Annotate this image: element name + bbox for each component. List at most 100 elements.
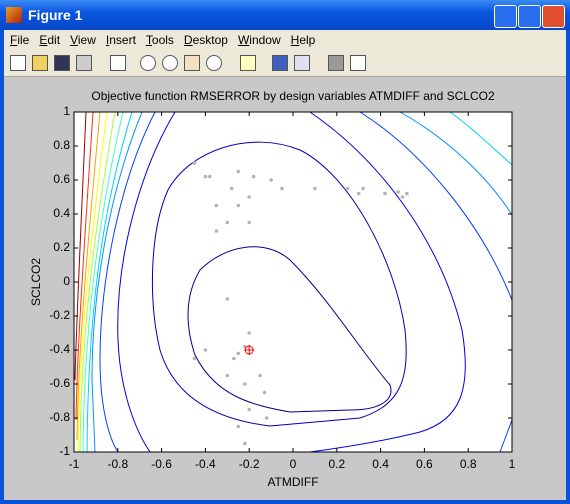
sample-point [243, 344, 247, 349]
x-tick-label: 0.4 [372, 457, 389, 471]
sample-point [262, 390, 267, 395]
sample-point [207, 174, 212, 179]
tool-show[interactable] [350, 55, 366, 71]
contour-line [117, 111, 466, 453]
axes [74, 112, 512, 452]
contour-line [86, 111, 513, 453]
x-tick-label: -0.2 [239, 457, 260, 471]
x-tick-label: -0.6 [151, 457, 172, 471]
sample-point [383, 191, 387, 196]
sample-point [345, 186, 350, 191]
sample-point [247, 195, 251, 199]
sample-point [243, 382, 247, 386]
sample-point [236, 351, 241, 356]
sample-point [225, 297, 230, 301]
contour-line [76, 111, 101, 441]
tool-open[interactable] [32, 55, 48, 71]
sample-point [361, 186, 365, 191]
sample-point [247, 220, 251, 225]
optimum-cross [244, 345, 255, 355]
contour-line [75, 111, 94, 421]
x-tick-label: 0.6 [416, 457, 433, 471]
app-icon [6, 7, 22, 23]
sample-point [313, 186, 317, 191]
y-tick-label: -0.6 [49, 376, 70, 390]
tool-zoom-out[interactable] [162, 55, 178, 71]
x-tick-label: 0.8 [460, 457, 477, 471]
menu-bar: File Edit View Insert Tools Desktop Window Help [4, 30, 566, 50]
window-title: Figure 1 [28, 7, 83, 23]
y-tick-label: 0.4 [53, 206, 70, 220]
sample-point [258, 373, 262, 378]
sample-point [225, 220, 230, 225]
tool-hide[interactable] [328, 55, 344, 71]
sample-point [396, 190, 400, 194]
contour-line [91, 111, 513, 453]
menu-item[interactable]: View [70, 33, 96, 47]
title-bar: Figure 1 [0, 0, 570, 30]
contour-line [99, 111, 513, 453]
sample-point [236, 424, 241, 429]
tool-print[interactable] [76, 55, 92, 71]
x-tick-label: 0.2 [328, 457, 345, 471]
contour-line [77, 111, 108, 453]
y-tick-label: 0 [63, 274, 70, 288]
tool-colorbar[interactable] [272, 55, 288, 71]
contour-line [74, 111, 87, 381]
sample-point [214, 229, 219, 233]
menu-item[interactable]: Edit [39, 33, 61, 47]
contour-line [187, 246, 392, 413]
tool-new[interactable] [10, 55, 26, 71]
maximize-button[interactable] [518, 5, 541, 28]
sample-point [243, 441, 247, 446]
menu-item[interactable]: Window [237, 33, 281, 47]
tool-zoom-in[interactable] [140, 55, 156, 71]
menu-item[interactable]: Help [290, 33, 316, 47]
sample-point [251, 174, 256, 179]
x-axis-label: ATMDIFF [267, 475, 318, 489]
sample-point [214, 203, 219, 208]
sample-point [229, 186, 234, 191]
sample-point [400, 195, 405, 199]
minimize-button[interactable] [494, 5, 517, 28]
x-tick-label: 1 [509, 457, 516, 471]
tool-legend[interactable] [294, 55, 310, 71]
optimum-marker [244, 345, 254, 355]
contour-line [82, 111, 124, 453]
sample-point [203, 174, 208, 179]
sample-point [203, 348, 208, 352]
menu-item[interactable]: File [10, 33, 30, 47]
y-tick-label: 0.2 [53, 240, 70, 254]
tool-save[interactable] [54, 55, 70, 71]
sample-point [269, 178, 273, 182]
x-tick-label: 0 [290, 457, 297, 471]
tool-rotate[interactable] [206, 55, 222, 71]
sample-point [247, 331, 251, 335]
menu-item[interactable]: Insert [105, 33, 136, 47]
close-button[interactable] [542, 5, 565, 28]
menu-item[interactable]: Desktop [183, 33, 228, 47]
x-tick-label: -1 [69, 457, 80, 471]
y-tick-label: 0.6 [53, 172, 70, 186]
sample-point [247, 407, 251, 412]
contours [74, 111, 513, 453]
y-tick-label: 0.8 [53, 138, 70, 152]
sample-point [405, 191, 409, 196]
menu-item[interactable]: Tools [145, 33, 174, 47]
sample-point [192, 356, 197, 361]
tool-pan[interactable] [184, 55, 200, 71]
tool-datacursor[interactable] [240, 55, 256, 71]
x-tick-label: -0.4 [195, 457, 216, 471]
figure-background [4, 77, 566, 500]
y-tick-label: -0.2 [49, 308, 70, 322]
sample-point [236, 203, 241, 208]
x-tick-label: -0.8 [107, 457, 128, 471]
contour-line [79, 111, 116, 453]
sample-point [280, 186, 284, 191]
y-axis-label: SCLCO2 [29, 258, 43, 306]
axes-box [73, 111, 513, 453]
tool-select[interactable] [110, 55, 126, 71]
sample-point [264, 416, 269, 420]
toolbar [4, 50, 566, 77]
